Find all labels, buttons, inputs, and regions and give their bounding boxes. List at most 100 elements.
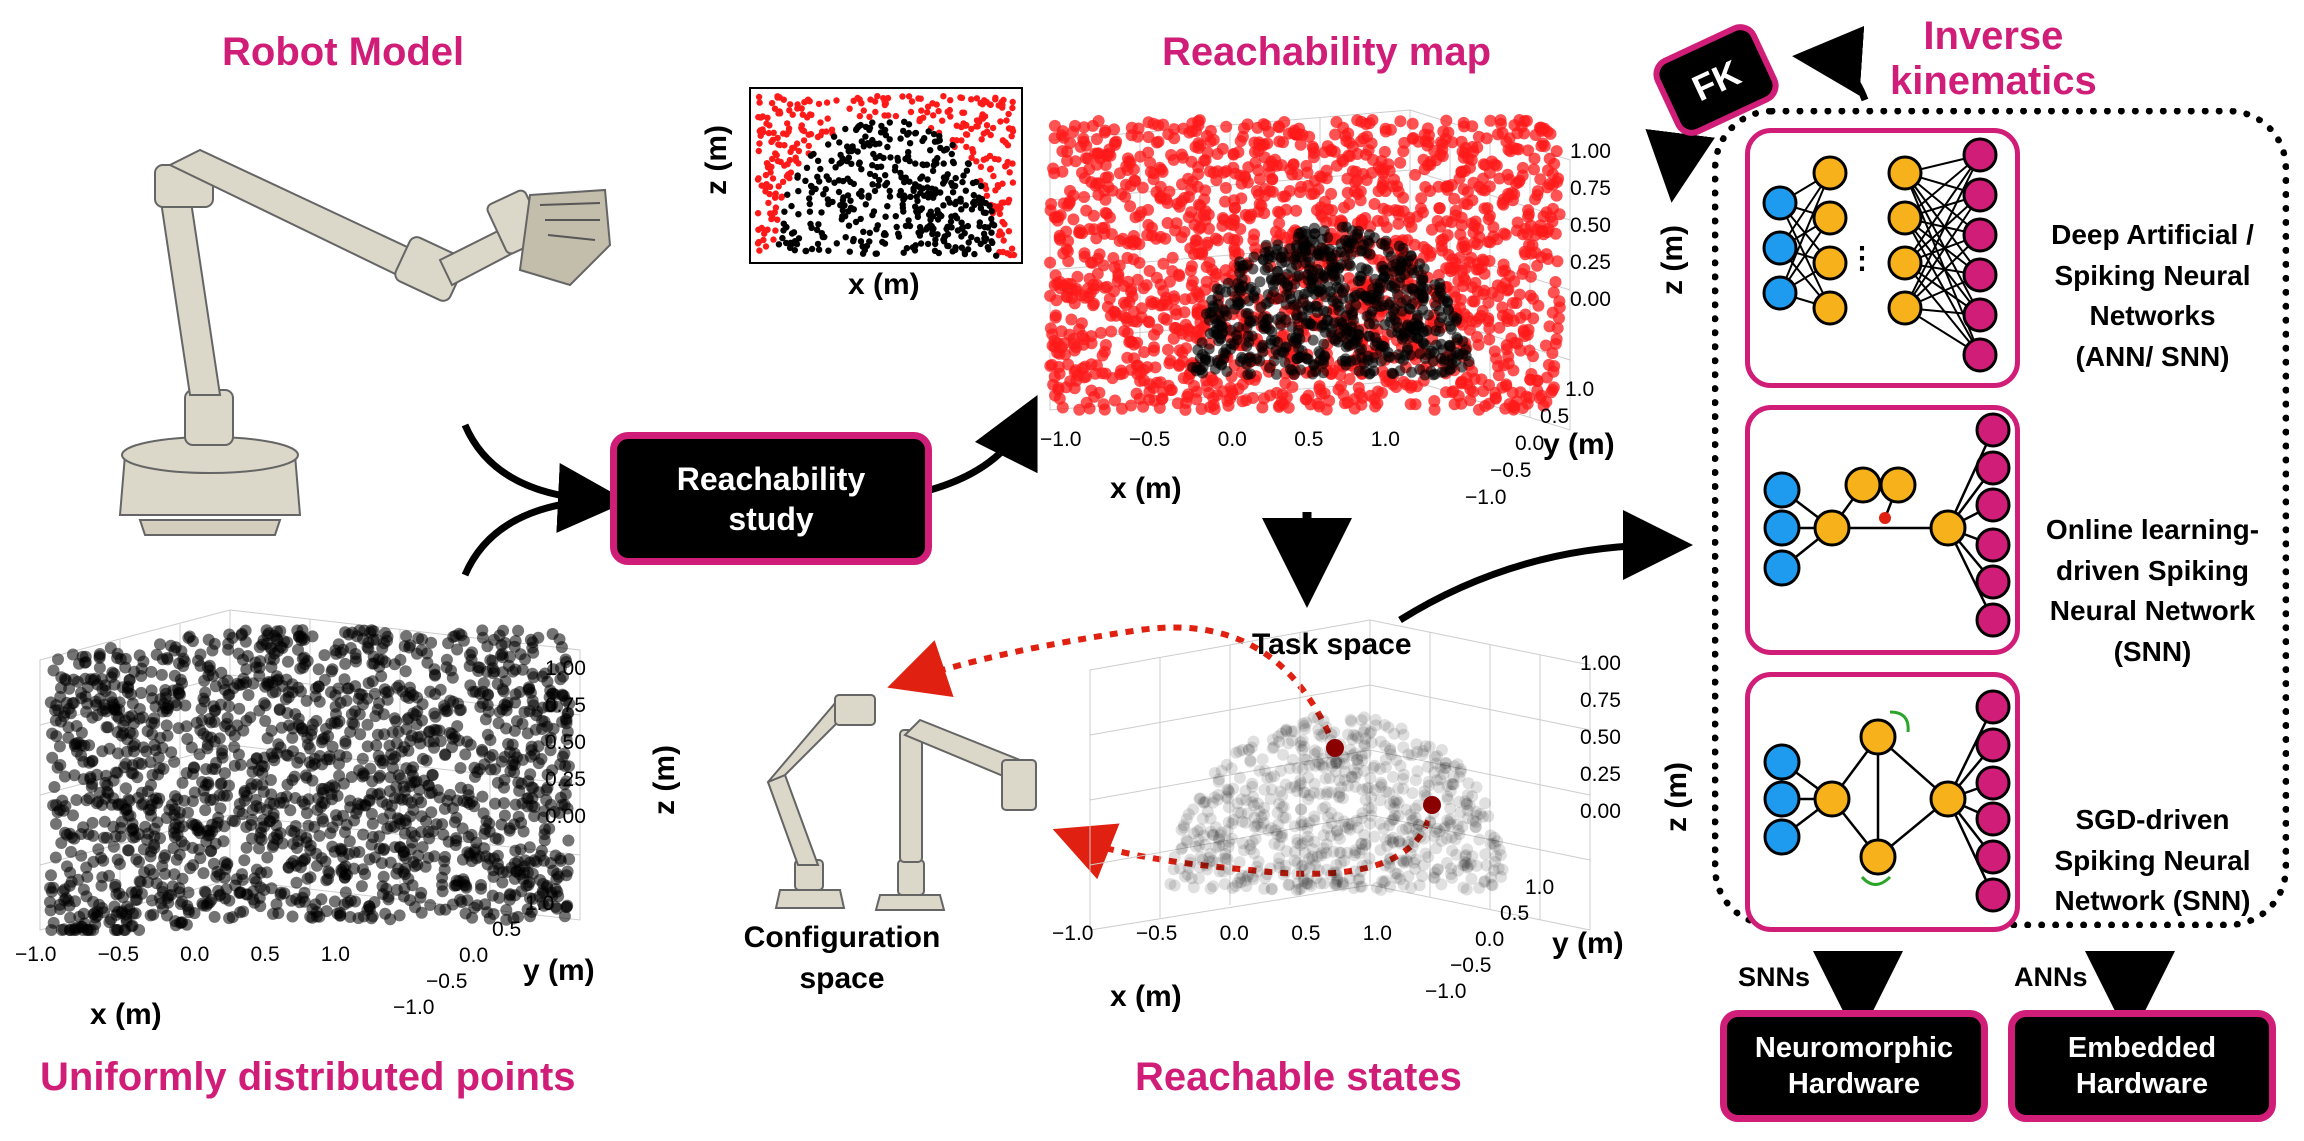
uniform-point	[160, 687, 172, 700]
reachable-point	[977, 240, 984, 248]
reachability-map-plot	[1044, 109, 1571, 431]
reachable-point	[1453, 349, 1465, 361]
reachable-state-point	[1215, 826, 1228, 839]
uniform-point	[120, 782, 132, 795]
uniform-point	[190, 818, 202, 831]
reachable-point	[1270, 368, 1282, 380]
unreachable-point	[1068, 297, 1081, 310]
uniform-point	[333, 749, 346, 762]
unreachable-point	[1224, 392, 1237, 405]
unreachable-point	[1147, 344, 1160, 357]
unreachable-point	[1232, 146, 1245, 159]
reachable-state-point	[1412, 799, 1425, 812]
unreachable-point	[770, 129, 777, 136]
reachable-state-point	[1362, 781, 1375, 794]
reachable-state-point	[1298, 753, 1311, 766]
reachable-state-point	[1303, 789, 1316, 802]
uniform-point	[444, 694, 457, 707]
uniform-point	[330, 809, 342, 822]
reachable-point	[887, 154, 894, 161]
reachable-state-point	[1397, 856, 1410, 869]
unreachable-point	[1177, 122, 1190, 135]
unreachable-point	[1188, 380, 1201, 392]
uniform-point	[306, 774, 319, 787]
uniform-point	[333, 769, 346, 782]
reachable-state-point	[1181, 835, 1194, 848]
reachable-point	[844, 175, 851, 182]
reachable-state-point	[1222, 816, 1235, 829]
reachable-point	[1368, 318, 1380, 330]
unreachable-point	[1153, 401, 1166, 414]
y-tick: −0.5	[1490, 459, 1532, 482]
uniform-point	[258, 697, 271, 710]
reachable-state-point	[1377, 876, 1390, 889]
unreachable-point	[1078, 191, 1091, 203]
reachable-point	[1243, 352, 1255, 364]
uniform-point	[554, 852, 567, 865]
uniform-point	[442, 637, 455, 650]
uniform-point	[257, 785, 270, 798]
reachable-state-point	[1272, 818, 1285, 831]
reachable-state-point	[1317, 761, 1330, 774]
unreachable-point	[1000, 237, 1007, 244]
reachable-point	[878, 122, 885, 130]
reachable-point	[1392, 322, 1404, 334]
unreachable-point	[1140, 279, 1153, 292]
reachable-state-point	[1218, 852, 1231, 865]
uniform-point	[384, 771, 397, 784]
uniform-point	[146, 894, 158, 907]
uniform-point	[522, 775, 535, 788]
unreachable-point	[779, 178, 787, 185]
unreachable-point	[1084, 287, 1097, 300]
uniform-point	[312, 680, 325, 693]
unreachable-point	[1159, 232, 1172, 245]
unreachable-point	[806, 111, 814, 118]
reachable-point	[869, 181, 876, 188]
reachable-point	[839, 196, 847, 204]
unreachable-point	[1406, 117, 1419, 130]
reachability-map-z-ticks: 1.00 0.75 0.50 0.25 0.00	[1570, 140, 1611, 312]
uniform-point	[339, 735, 352, 748]
uniform-point	[246, 832, 258, 845]
unreachable-point	[1209, 232, 1222, 245]
reachable-point	[847, 197, 854, 204]
reachable-point	[1211, 355, 1223, 366]
unreachable-point	[1125, 129, 1138, 142]
reachable-point	[850, 237, 857, 245]
unreachable-point	[798, 105, 805, 112]
uniform-point	[186, 635, 199, 648]
unreachable-point	[1328, 145, 1341, 158]
reachable-point	[1362, 265, 1374, 276]
reachable-point	[977, 205, 985, 212]
reachable-state-point	[1358, 764, 1371, 777]
unreachable-point	[805, 142, 812, 150]
reachable-state-point	[1309, 859, 1322, 872]
uniform-point	[177, 652, 190, 665]
unreachable-point	[1448, 192, 1461, 205]
unreachable-point	[1457, 236, 1470, 249]
unreachable-point	[1070, 374, 1083, 387]
reachable-state-point	[1413, 879, 1426, 892]
unreachable-point	[774, 94, 781, 101]
uniform-point	[503, 824, 516, 837]
reachable-point	[882, 213, 889, 220]
y-tick: 0.0	[459, 944, 489, 967]
reachable-point	[1356, 245, 1368, 257]
reachable-point	[968, 206, 976, 213]
unreachable-point	[881, 101, 889, 109]
unreachable-point	[1135, 311, 1148, 324]
uniform-point	[308, 820, 321, 833]
unreachable-point	[1392, 217, 1405, 230]
uniform-point	[388, 658, 401, 671]
uniform-point	[536, 701, 549, 714]
reachable-point	[962, 187, 969, 194]
reachable-point	[1430, 300, 1442, 312]
reachable-state-point	[1389, 797, 1402, 810]
unreachable-point	[1048, 279, 1061, 292]
reachable-point	[806, 208, 814, 215]
reachable-point	[947, 218, 955, 225]
reachable-point	[1363, 237, 1375, 249]
reachable-point	[978, 182, 985, 190]
reachable-point	[862, 201, 869, 208]
reachable-state-point	[1440, 757, 1452, 770]
